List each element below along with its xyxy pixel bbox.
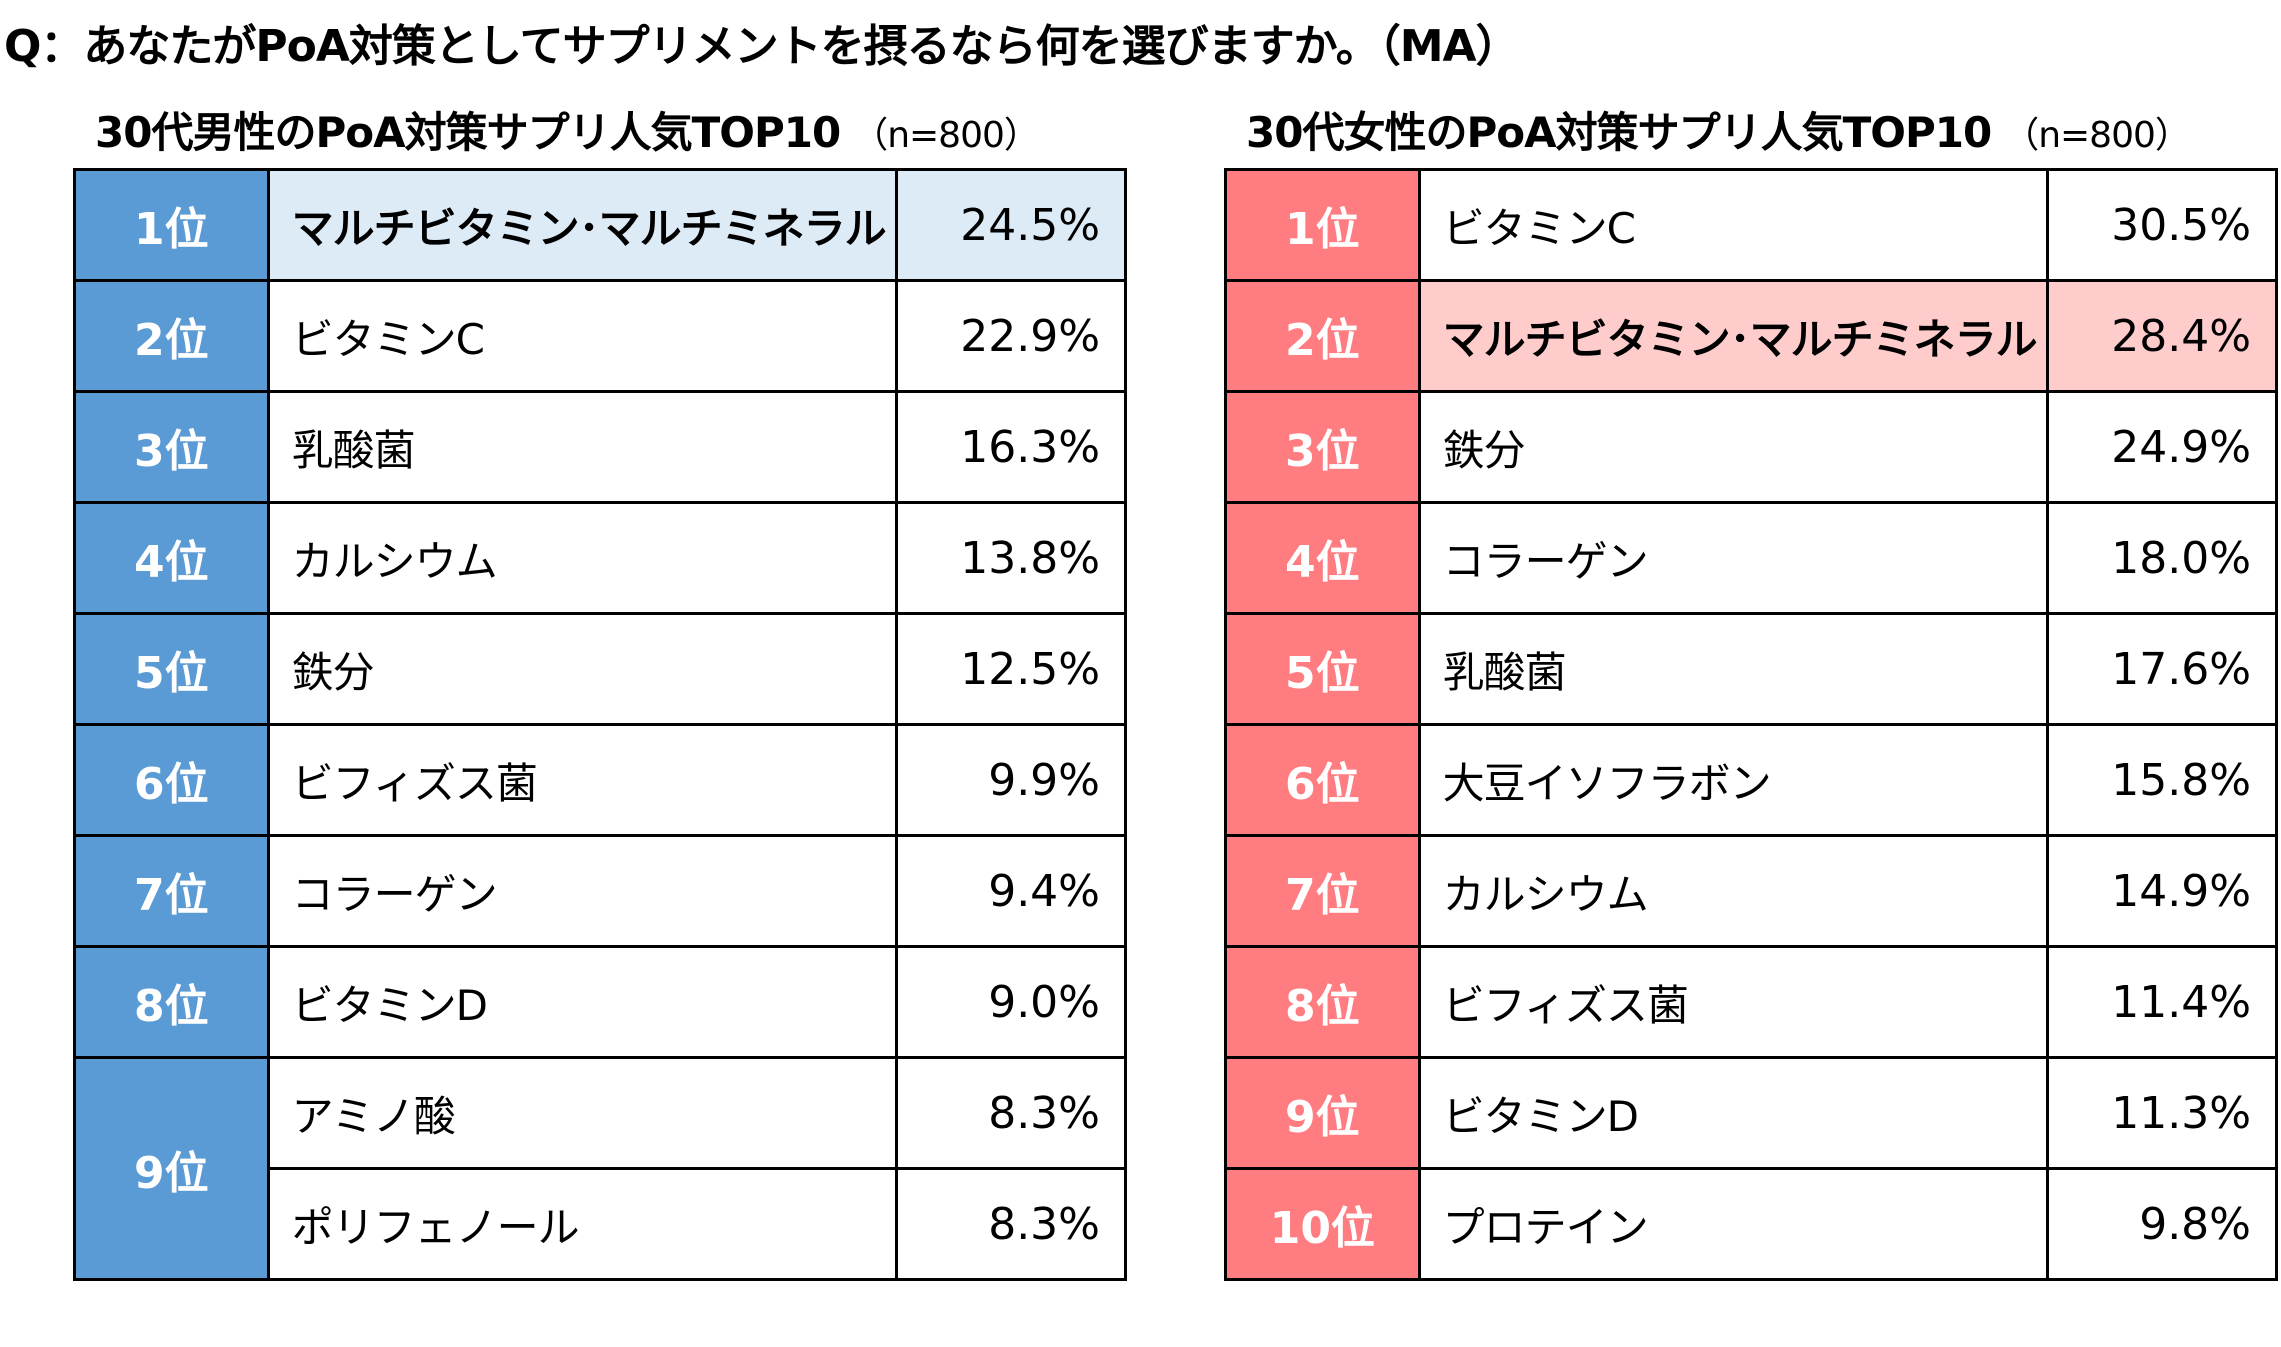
value-cell: 28.4%: [2046, 279, 2278, 393]
value-cell: 15.8%: [2046, 723, 2278, 837]
value-cell: 22.9%: [895, 279, 1127, 393]
table-row: 1位 マルチビタミン･マルチミネラル 24.5%: [73, 168, 1127, 282]
value-cell: 8.3%: [895, 1167, 1127, 1281]
table-row: 1位 ビタミンC 30.5%: [1224, 168, 2278, 282]
table-row: ポリフェノール 8.3%: [75, 1167, 1127, 1281]
item-cell: 乳酸菌: [1417, 612, 2050, 726]
rank-cell: 3位: [73, 390, 270, 504]
rank-cell: 2位: [73, 279, 270, 393]
value-cell: 9.4%: [895, 834, 1127, 948]
item-cell: コラーゲン: [266, 834, 899, 948]
item-cell: カルシウム: [1417, 834, 2050, 948]
value-cell: 24.5%: [895, 168, 1127, 282]
item-cell: 鉄分: [1417, 390, 2050, 504]
rank-cell: 5位: [73, 612, 270, 726]
item-cell: ビフィズス菌: [1417, 945, 2050, 1059]
item-cell: ビタミンD: [1417, 1056, 2050, 1170]
rank-cell: 5位: [1224, 612, 1421, 726]
question-text: Q：あなたがPoA対策としてサプリメントを摂るなら何を選びますか。（MA）: [4, 21, 1520, 72]
men-ranking-table: 1位 マルチビタミン･マルチミネラル 24.5% 2位 ビタミンC 22.9% …: [73, 168, 1127, 1281]
value-cell: 18.0%: [2046, 501, 2278, 615]
table-row: 2位 ビタミンC 22.9%: [73, 279, 1127, 393]
item-cell: 乳酸菌: [266, 390, 899, 504]
item-cell: コラーゲン: [1417, 501, 2050, 615]
rank-cell: 4位: [1224, 501, 1421, 615]
item-cell: マルチビタミン･マルチミネラル: [1417, 279, 2050, 393]
item-cell: ビタミンC: [266, 279, 899, 393]
rank-cell: 9位: [1224, 1056, 1421, 1170]
item-cell: ビタミンD: [266, 945, 899, 1059]
table-row: 4位 コラーゲン 18.0%: [1224, 501, 2278, 615]
rank-cell: 8位: [73, 945, 270, 1059]
men-sample-size: （n=800）: [852, 115, 1040, 156]
value-cell: 9.8%: [2046, 1167, 2278, 1281]
table-row: 8位 ビタミンD 9.0%: [73, 945, 1127, 1059]
item-cell: カルシウム: [266, 501, 899, 615]
table-row: 2位 マルチビタミン･マルチミネラル 28.4%: [1224, 279, 2278, 393]
table-row: 7位 コラーゲン 9.4%: [73, 834, 1127, 948]
table-row: 8位 ビフィズス菌 11.4%: [1224, 945, 2278, 1059]
women-title-text: 30代女性のPoA対策サプリ人気TOP10: [1246, 108, 1992, 157]
value-cell: 9.9%: [895, 723, 1127, 837]
rank-cell: 4位: [73, 501, 270, 615]
item-cell: 大豆イソフラボン: [1417, 723, 2050, 837]
value-cell: 14.9%: [2046, 834, 2278, 948]
value-cell: 8.3%: [895, 1056, 1127, 1170]
item-cell: 鉄分: [266, 612, 899, 726]
value-cell: 17.6%: [2046, 612, 2278, 726]
rank-cell: 1位: [1224, 168, 1421, 282]
item-cell: ビフィズス菌: [266, 723, 899, 837]
item-cell: アミノ酸: [266, 1056, 899, 1170]
men-ranking-title: 30代男性のPoA対策サプリ人気TOP10 （n=800）: [73, 100, 1127, 166]
rank-cell: 6位: [73, 723, 270, 837]
item-cell: マルチビタミン･マルチミネラル: [266, 168, 899, 282]
value-cell: 24.9%: [2046, 390, 2278, 504]
value-cell: 11.3%: [2046, 1056, 2278, 1170]
women-ranking: 30代女性のPoA対策サプリ人気TOP10 （n=800） 1位 ビタミンC 30…: [1224, 100, 2278, 1281]
table-row: 10位 プロテイン 9.8%: [1224, 1167, 2278, 1281]
rank-cell: 7位: [1224, 834, 1421, 948]
women-ranking-table: 1位 ビタミンC 30.5% 2位 マルチビタミン･マルチミネラル 28.4% …: [1224, 168, 2278, 1281]
rank-cell: 7位: [73, 834, 270, 948]
rank-cell: 3位: [1224, 390, 1421, 504]
table-row: 6位 ビフィズス菌 9.9%: [73, 723, 1127, 837]
rank-cell: 6位: [1224, 723, 1421, 837]
women-sample-size: （n=800）: [2003, 115, 2191, 156]
table-row: 9位 アミノ酸 8.3%: [73, 1056, 1127, 1281]
value-cell: 9.0%: [895, 945, 1127, 1059]
rank-cell: 10位: [1224, 1167, 1421, 1281]
table-row: 5位 鉄分 12.5%: [73, 612, 1127, 726]
men-title-text: 30代男性のPoA対策サプリ人気TOP10: [95, 108, 841, 157]
value-cell: 30.5%: [2046, 168, 2278, 282]
table-row: 6位 大豆イソフラボン 15.8%: [1224, 723, 2278, 837]
rank-cell: 8位: [1224, 945, 1421, 1059]
table-row: 4位 カルシウム 13.8%: [73, 501, 1127, 615]
value-cell: 13.8%: [895, 501, 1127, 615]
table-row: 5位 乳酸菌 17.6%: [1224, 612, 2278, 726]
table-row: 9位 ビタミンD 11.3%: [1224, 1056, 2278, 1170]
rank-cell: 2位: [1224, 279, 1421, 393]
value-cell: 11.4%: [2046, 945, 2278, 1059]
value-cell: 16.3%: [895, 390, 1127, 504]
men-ranking: 30代男性のPoA対策サプリ人気TOP10 （n=800） 1位 マルチビタミン･…: [73, 100, 1127, 1281]
item-cell: ポリフェノール: [266, 1167, 899, 1281]
rank-cell: 1位: [73, 168, 270, 282]
table-row: 3位 乳酸菌 16.3%: [73, 390, 1127, 504]
value-cell: 12.5%: [895, 612, 1127, 726]
item-cell: プロテイン: [1417, 1167, 2050, 1281]
item-cell: ビタミンC: [1417, 168, 2050, 282]
table-row: 7位 カルシウム 14.9%: [1224, 834, 2278, 948]
women-ranking-title: 30代女性のPoA対策サプリ人気TOP10 （n=800）: [1224, 100, 2278, 166]
table-row: 3位 鉄分 24.9%: [1224, 390, 2278, 504]
rank-cell-tied: 9位: [73, 1056, 270, 1281]
